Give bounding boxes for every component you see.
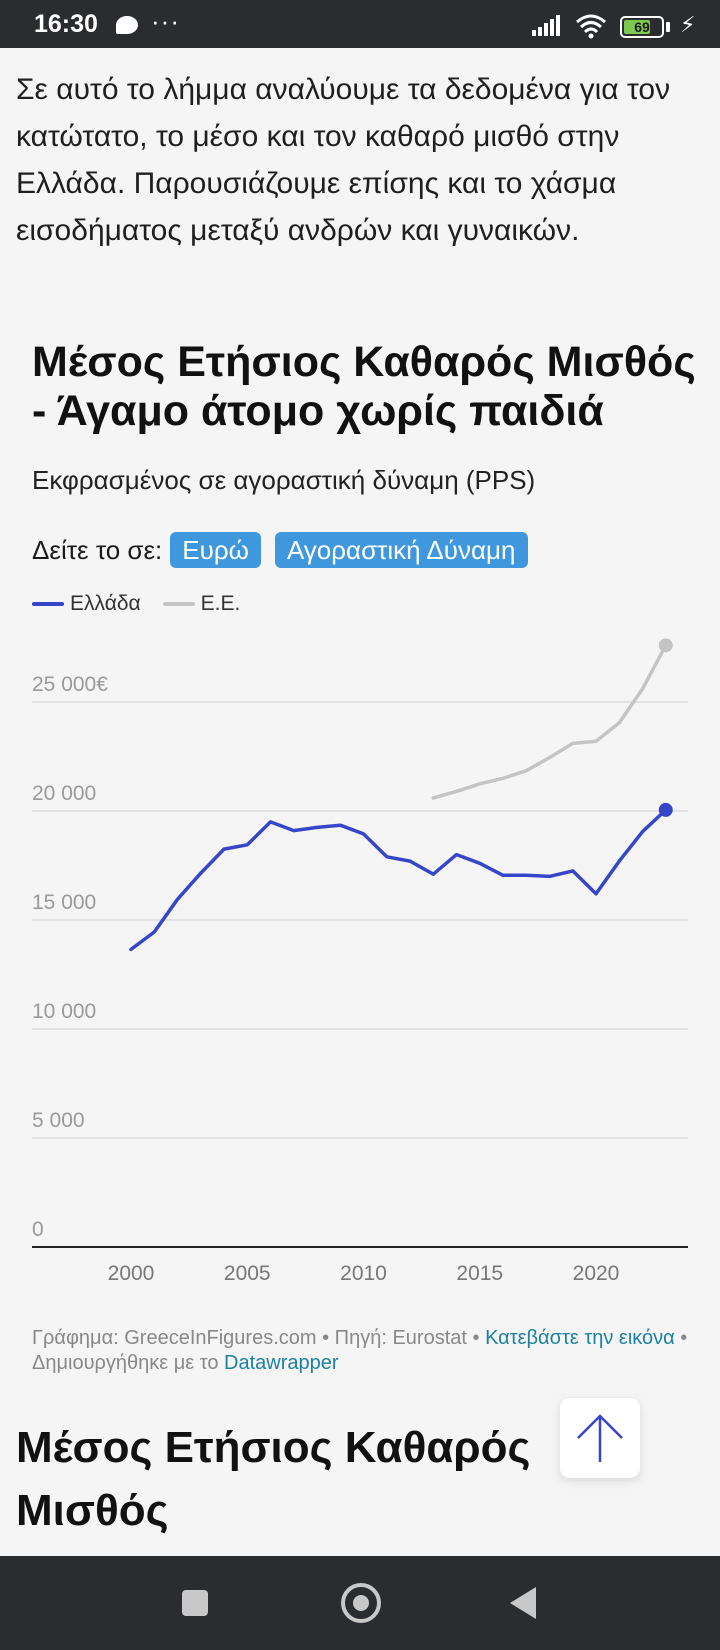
credit-text: Γράφημα: GreeceInFigures.com • Πηγή: Eur…: [32, 1327, 486, 1349]
legend-swatch-greece: [32, 602, 64, 606]
x-tick-label: 2000: [108, 1262, 155, 1285]
made-with-text: • Δημιουργήθηκε με το: [32, 1327, 688, 1374]
unit-toggle: Δείτε το σε: Ευρώ Αγοραστική Δύναμη: [32, 531, 542, 569]
more-notifications-icon: ···: [151, 6, 180, 36]
battery-icon: 69: [620, 16, 664, 38]
series-endpoint-greece: [658, 802, 673, 817]
y-tick-label: 20 000: [32, 782, 96, 805]
x-tick-label: 2010: [340, 1262, 387, 1285]
next-section-title: Μέσος Ετήσιος Καθαρός Μισθός: [16, 1423, 531, 1535]
y-tick-label: 0: [32, 1218, 44, 1241]
intro-paragraph: Σε αυτό το λήμμα αναλύουμε τα δεδομένα γ…: [16, 73, 671, 247]
recent-apps-button[interactable]: [182, 1590, 208, 1616]
y-tick-label: 25 000€: [32, 673, 108, 696]
legend-item-eu: Ε.Ε.: [162, 592, 241, 616]
chart-legend: Ελλάδα Ε.Ε.: [32, 592, 262, 616]
status-time: 16:30: [34, 10, 98, 38]
datawrapper-link[interactable]: Datawrapper: [224, 1352, 339, 1374]
legend-item-greece: Ελλάδα: [32, 592, 141, 616]
line-chart: 0 5 000 10 000 15 000 20 000 25 000€ 2000 2005 2…: [32, 638, 688, 1285]
series-line-eu: [431, 643, 668, 800]
scroll-to-top-button[interactable]: [560, 1398, 640, 1478]
navigation-bar: [0, 1556, 720, 1650]
home-button[interactable]: [341, 1583, 381, 1623]
x-tick-label: 2015: [456, 1262, 503, 1285]
y-tick-label: 15 000: [32, 891, 96, 914]
status-bar: 16:30 ··· 69 ⚡: [0, 0, 720, 48]
back-button[interactable]: [510, 1587, 536, 1619]
series-line-greece: [129, 808, 668, 952]
chart-subtitle: Εκφρασμένος σε αγοραστική δύναμη (PPS): [32, 465, 536, 495]
chart-title: Μέσος Ετήσιος Καθαρός Μισθός - Άγαμο άτο…: [32, 338, 696, 435]
signal-wifi-icon: [532, 14, 606, 39]
legend-label-greece: Ελλάδα: [70, 592, 141, 615]
legend-swatch-eu: [162, 602, 195, 606]
charging-icon: ⚡: [680, 12, 696, 37]
chart-credit: Γράφημα: GreeceInFigures.com • Πηγή: Eur…: [32, 1326, 692, 1376]
toggle-label: Δείτε το σε:: [32, 534, 163, 565]
status-icons: 69 ⚡: [520, 0, 720, 48]
y-tick-label: 5 000: [32, 1109, 85, 1132]
y-tick-label: 10 000: [32, 1000, 96, 1023]
legend-label-eu: Ε.Ε.: [200, 592, 241, 615]
battery-level: 69: [634, 19, 650, 35]
toggle-pps-button[interactable]: Αγοραστική Δύναμη: [274, 532, 528, 568]
series-endpoint-eu: [658, 638, 673, 653]
download-image-link[interactable]: Κατεβάστε την εικόνα: [485, 1327, 675, 1349]
chat-notification-icon: [116, 16, 138, 34]
arrow-up-icon: [577, 1414, 623, 1462]
x-tick-label: 2005: [224, 1262, 271, 1285]
x-tick-label: 2020: [573, 1262, 620, 1285]
toggle-euro-button[interactable]: Ευρώ: [170, 532, 261, 568]
